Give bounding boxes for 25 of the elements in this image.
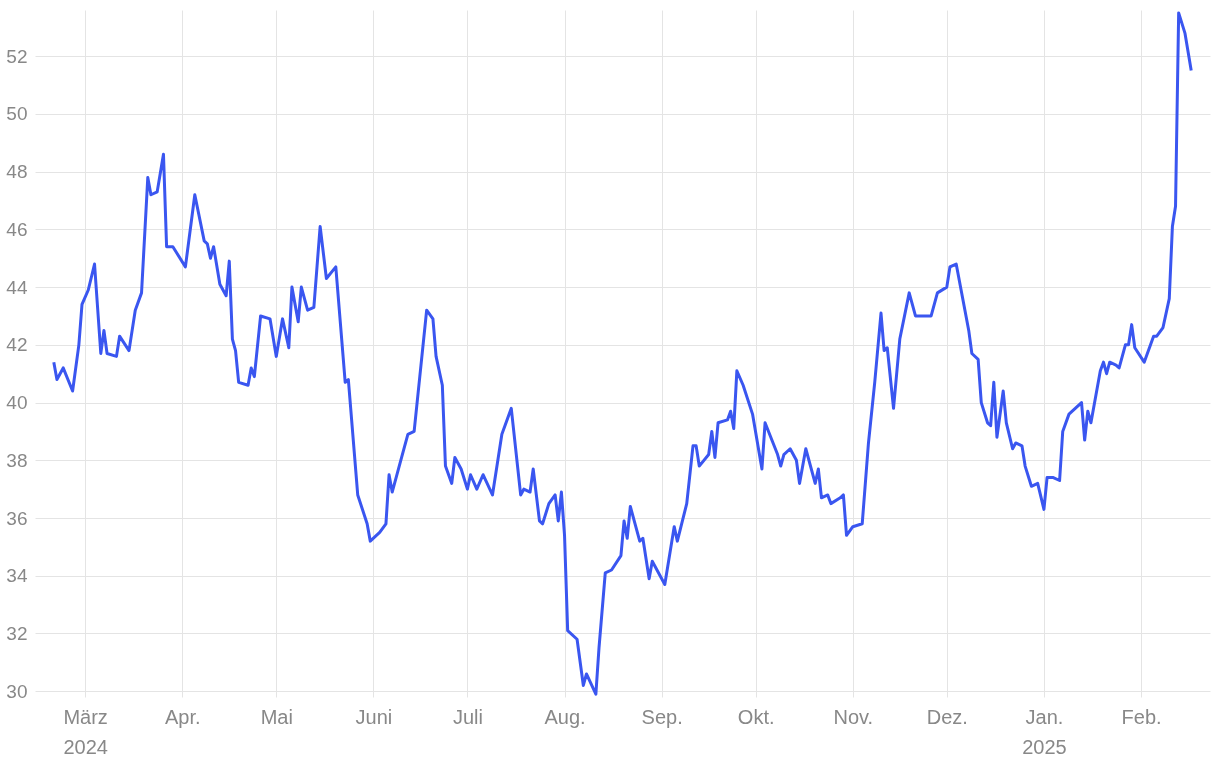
x-tick-label: Juni: [355, 705, 393, 728]
y-tick-label: 38: [6, 449, 28, 471]
y-tick-label: 42: [6, 334, 28, 356]
y-tick-label: 52: [6, 45, 28, 67]
x-tick-label: Feb.: [1121, 705, 1162, 728]
y-tick-label: 46: [6, 218, 28, 240]
y-tick-label: 36: [6, 507, 28, 529]
y-tick-label: 44: [6, 276, 28, 298]
x-tick-label: Jan. 2025: [1022, 705, 1067, 758]
x-tick-label: Mai: [260, 705, 293, 728]
x-tick-label: Juli: [452, 705, 483, 728]
x-tick-label: Okt.: [737, 705, 775, 728]
x-tick-label: Nov.: [833, 705, 874, 728]
x-tick-label: März 2024: [63, 705, 108, 758]
y-tick-label: 30: [6, 680, 28, 702]
x-tick-label: Apr.: [164, 705, 201, 728]
y-tick-label: 34: [6, 565, 28, 587]
y-tick-label: 48: [6, 161, 28, 183]
y-tick-label: 32: [6, 623, 28, 644]
x-tick-label: Aug.: [544, 705, 586, 728]
y-tick-label: 40: [6, 392, 28, 414]
x-tick-label: Sep.: [641, 705, 683, 728]
line-series: [52, 11, 1193, 696]
x-tick-label: Dez.: [926, 705, 968, 728]
y-tick-label: 50: [6, 103, 28, 125]
